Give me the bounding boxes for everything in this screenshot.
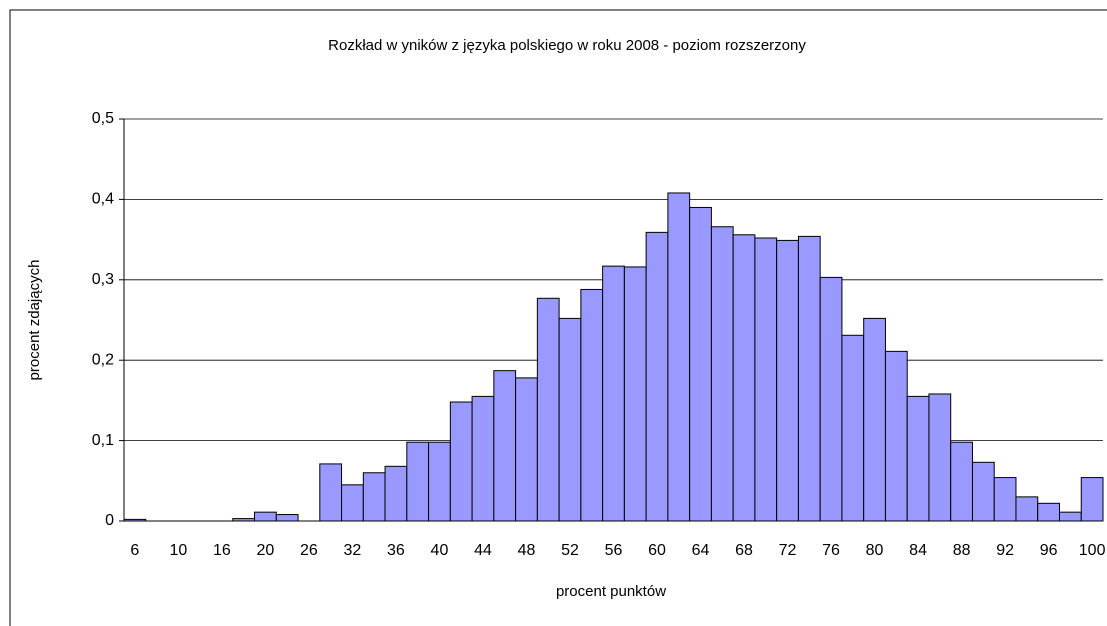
bar	[1015, 496, 1039, 522]
x-tick-label: 68	[735, 542, 753, 559]
x-tick-label: 64	[692, 542, 710, 559]
bar	[754, 237, 778, 522]
x-tick-label: 52	[561, 542, 579, 559]
x-tick-label: 100	[1079, 542, 1106, 559]
bar	[1080, 477, 1104, 522]
bar	[602, 265, 625, 522]
y-tick-label: 0,5	[92, 110, 114, 127]
bar	[275, 514, 299, 522]
chart-title: Rozkład w yników z języka polskiego w ro…	[328, 37, 806, 54]
bar	[689, 206, 712, 522]
bar	[406, 441, 430, 522]
bar	[623, 266, 647, 522]
y-tick-label: 0,3	[92, 271, 114, 288]
x-tick-label: 48	[518, 542, 536, 559]
bar	[732, 234, 756, 522]
x-tick-label: 56	[605, 542, 623, 559]
bar	[1037, 502, 1060, 522]
bar	[950, 441, 973, 522]
x-tick-label: 72	[779, 542, 797, 559]
bar	[710, 226, 734, 522]
bar	[667, 192, 691, 522]
bar	[906, 395, 930, 522]
y-tick-label: 0,4	[92, 191, 114, 208]
x-tick-label: 6	[130, 542, 139, 559]
x-tick-label: 10	[169, 542, 187, 559]
bar	[362, 472, 386, 522]
bar	[863, 317, 886, 522]
bar	[1058, 511, 1082, 522]
x-tick-label: 92	[996, 542, 1014, 559]
y-axis-label: procent zdających	[26, 260, 43, 381]
x-tick-label: 16	[213, 542, 231, 559]
bar	[928, 393, 952, 522]
x-tick-label: 40	[431, 542, 449, 559]
x-tick-label: 88	[953, 542, 971, 559]
bar	[558, 317, 582, 522]
bar	[319, 463, 343, 522]
bar	[536, 297, 560, 522]
x-axis-label: procent punktów	[556, 583, 666, 600]
x-tick-label: 36	[387, 542, 405, 559]
bar	[493, 370, 517, 522]
bar	[819, 276, 843, 522]
chart-border	[9, 9, 1107, 626]
x-tick-label: 32	[344, 542, 362, 559]
bar	[841, 334, 865, 522]
y-tick-label: 0,2	[92, 351, 114, 368]
bar	[341, 484, 364, 522]
bar	[993, 477, 1017, 522]
y-tick-label: 0	[105, 512, 114, 529]
bar	[254, 511, 277, 522]
bar	[645, 231, 669, 522]
bar	[580, 288, 604, 522]
x-tick-label: 26	[300, 542, 318, 559]
bar	[797, 235, 821, 522]
x-tick-label: 96	[1040, 542, 1058, 559]
bar	[515, 377, 538, 522]
bar	[884, 350, 908, 522]
x-tick-label: 84	[909, 542, 927, 559]
bar	[471, 395, 495, 522]
bar	[449, 401, 473, 522]
y-tick-label: 0,1	[92, 432, 114, 449]
x-tick-label: 44	[474, 542, 492, 559]
x-tick-label: 76	[822, 542, 840, 559]
bar	[428, 441, 451, 522]
x-tick-label: 80	[866, 542, 884, 559]
bar	[971, 461, 995, 522]
x-tick-label: 60	[648, 542, 666, 559]
bar	[384, 465, 408, 522]
bar	[776, 239, 799, 522]
x-tick-label: 20	[257, 542, 275, 559]
